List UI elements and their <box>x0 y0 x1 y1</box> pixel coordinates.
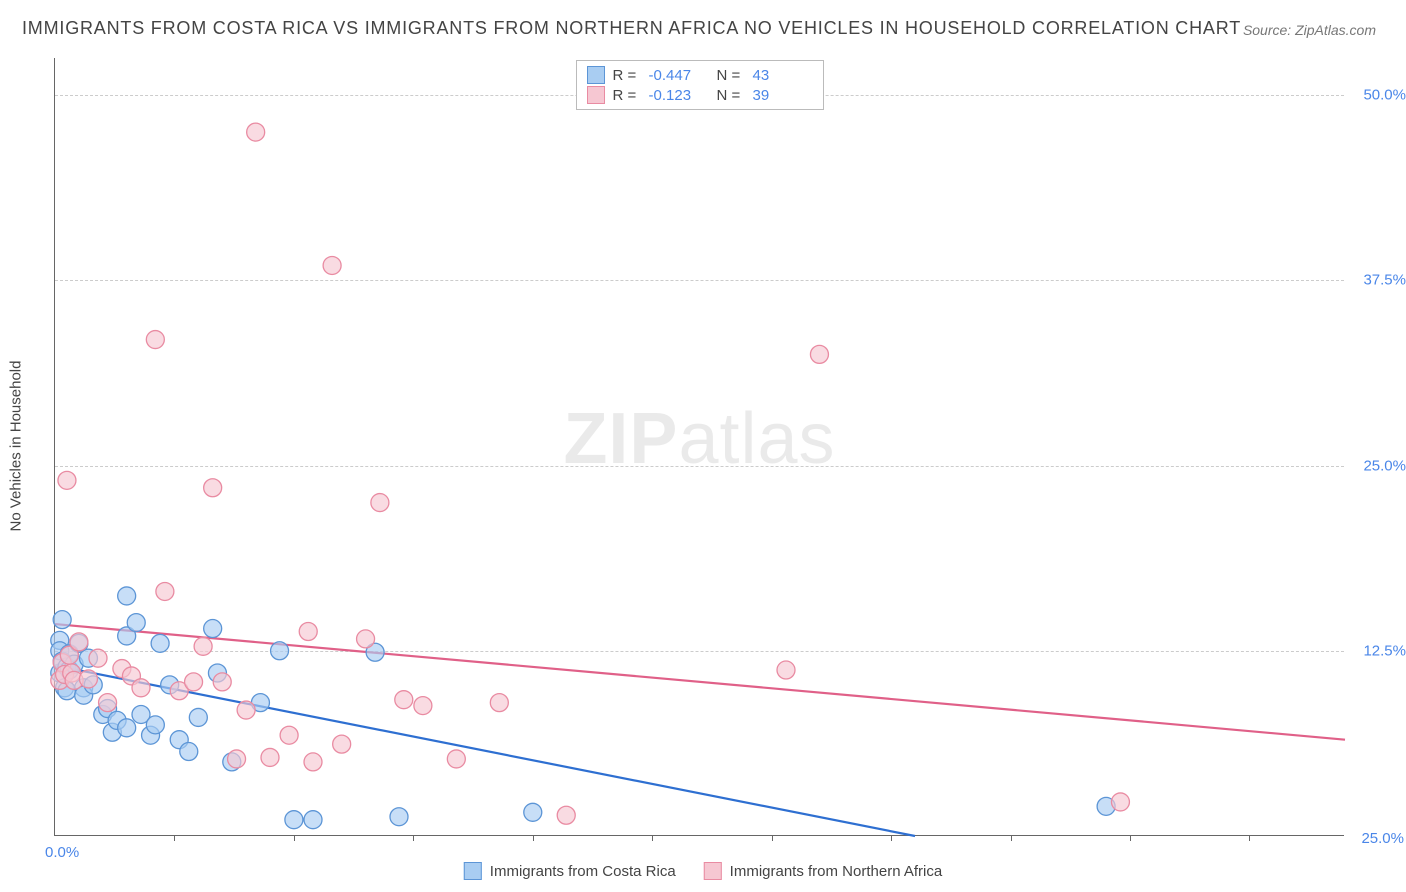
trend-line-northern_africa <box>55 624 1345 740</box>
x-tick <box>652 835 653 841</box>
y-tick-label: 25.0% <box>1351 457 1406 474</box>
data-point-northern_africa <box>357 630 375 648</box>
data-point-northern_africa <box>70 633 88 651</box>
data-point-costa_rica <box>390 808 408 826</box>
x-tick <box>1249 835 1250 841</box>
series-legend: Immigrants from Costa Rica Immigrants fr… <box>464 862 942 880</box>
data-point-northern_africa <box>304 753 322 771</box>
data-point-costa_rica <box>271 642 289 660</box>
x-tick <box>413 835 414 841</box>
data-point-northern_africa <box>395 691 413 709</box>
data-point-northern_africa <box>79 670 97 688</box>
source-attribution: Source: ZipAtlas.com <box>1243 22 1376 38</box>
x-axis-min-label: 0.0% <box>45 844 79 861</box>
swatch-northern-africa <box>704 862 722 880</box>
legend-row-northern-africa: R = -0.123 N = 39 <box>587 85 813 105</box>
legend-item-costa-rica: Immigrants from Costa Rica <box>464 862 676 880</box>
data-point-northern_africa <box>299 622 317 640</box>
x-tick <box>1130 835 1131 841</box>
data-point-northern_africa <box>247 123 265 141</box>
data-point-northern_africa <box>132 679 150 697</box>
data-point-costa_rica <box>118 587 136 605</box>
legend-item-northern-africa: Immigrants from Northern Africa <box>704 862 943 880</box>
data-point-northern_africa <box>237 701 255 719</box>
data-point-costa_rica <box>151 634 169 652</box>
data-point-northern_africa <box>447 750 465 768</box>
data-point-northern_africa <box>490 694 508 712</box>
data-point-northern_africa <box>228 750 246 768</box>
data-point-northern_africa <box>58 471 76 489</box>
data-point-costa_rica <box>180 743 198 761</box>
data-point-costa_rica <box>127 614 145 632</box>
x-tick <box>891 835 892 841</box>
data-point-costa_rica <box>524 803 542 821</box>
stats-legend: R = -0.447 N = 43 R = -0.123 N = 39 <box>576 60 824 110</box>
legend-row-costa-rica: R = -0.447 N = 43 <box>587 65 813 85</box>
data-point-northern_africa <box>194 637 212 655</box>
x-tick <box>294 835 295 841</box>
swatch-costa-rica <box>464 862 482 880</box>
scatter-plot: ZIPatlas 12.5%25.0%37.5%50.0% R = -0.447… <box>54 58 1344 836</box>
data-point-northern_africa <box>146 331 164 349</box>
data-point-northern_africa <box>204 479 222 497</box>
chart-title: IMMIGRANTS FROM COSTA RICA VS IMMIGRANTS… <box>22 18 1241 39</box>
x-tick <box>772 835 773 841</box>
y-axis-label: No Vehicles in Household <box>8 361 25 532</box>
data-point-costa_rica <box>118 719 136 737</box>
x-tick <box>174 835 175 841</box>
data-point-costa_rica <box>146 716 164 734</box>
x-tick <box>1011 835 1012 841</box>
swatch-costa-rica <box>587 66 605 84</box>
data-point-northern_africa <box>333 735 351 753</box>
data-point-northern_africa <box>414 697 432 715</box>
data-point-costa_rica <box>285 811 303 829</box>
data-point-costa_rica <box>304 811 322 829</box>
y-tick-label: 12.5% <box>1351 642 1406 659</box>
data-point-northern_africa <box>99 694 117 712</box>
x-tick <box>533 835 534 841</box>
swatch-northern-africa <box>587 86 605 104</box>
data-point-costa_rica <box>53 611 71 629</box>
data-point-northern_africa <box>213 673 231 691</box>
y-tick-label: 50.0% <box>1351 87 1406 104</box>
data-point-costa_rica <box>189 708 207 726</box>
data-point-northern_africa <box>185 673 203 691</box>
data-point-northern_africa <box>323 256 341 274</box>
y-tick-label: 37.5% <box>1351 272 1406 289</box>
data-point-northern_africa <box>156 582 174 600</box>
data-point-northern_africa <box>280 726 298 744</box>
data-point-northern_africa <box>810 345 828 363</box>
data-point-northern_africa <box>777 661 795 679</box>
data-point-northern_africa <box>371 494 389 512</box>
chart-canvas <box>55 58 1344 835</box>
data-point-northern_africa <box>557 806 575 824</box>
data-point-northern_africa <box>89 649 107 667</box>
data-point-northern_africa <box>1111 793 1129 811</box>
x-axis-max-label: 25.0% <box>1361 830 1404 847</box>
data-point-costa_rica <box>204 620 222 638</box>
data-point-northern_africa <box>261 748 279 766</box>
